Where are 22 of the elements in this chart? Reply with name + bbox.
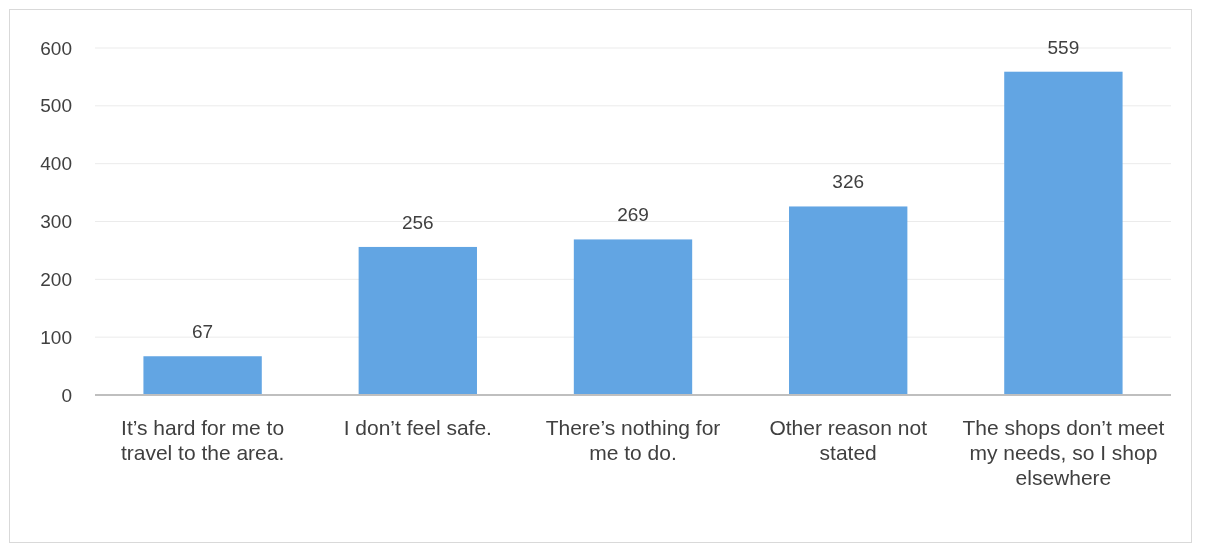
bar	[573, 239, 693, 395]
x-tick-label: There’s nothing for me to do.	[545, 416, 721, 464]
data-label: 67	[192, 321, 214, 343]
y-tick-label: 0	[61, 384, 72, 406]
y-tick-label: 300	[40, 211, 72, 233]
data-label: 559	[1047, 36, 1080, 58]
data-label: 256	[401, 211, 434, 233]
y-tick-label: 400	[40, 153, 72, 175]
x-tick-label: I don’t feel safe.	[343, 416, 492, 439]
bar	[789, 206, 908, 395]
data-label: 326	[832, 171, 865, 193]
data-label: 269	[617, 204, 649, 226]
bar	[143, 356, 262, 395]
y-tick-label: 500	[40, 95, 72, 117]
bar	[1004, 71, 1123, 395]
y-tick-label: 100	[40, 326, 72, 348]
y-tick-label: 200	[40, 268, 72, 290]
x-tick-label: The shops don’t meet my needs, so I shop elsewhere	[962, 416, 1165, 489]
x-tick-label: It’s hard for me to travel to the area.	[120, 416, 285, 464]
x-tick-label: Other reason not stated	[769, 416, 928, 464]
bar	[358, 246, 477, 395]
y-tick-label: 600	[40, 37, 72, 59]
